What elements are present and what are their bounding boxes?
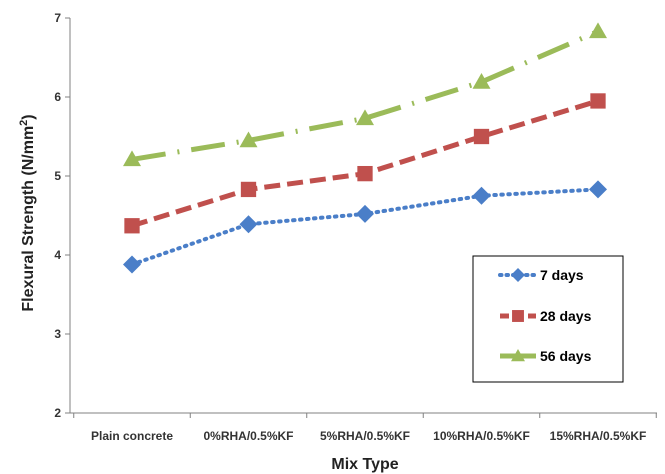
data-point [589,22,607,39]
y-tick-label: 2 [54,406,61,420]
y-tick-label: 6 [54,90,61,104]
y-tick-label: 4 [54,248,61,262]
legend-label: 7 days [540,267,584,283]
series-line [130,187,600,267]
y-tick-label: 3 [54,327,61,341]
legend-swatch-marker [511,268,525,282]
series-line [131,29,599,162]
data-point [357,165,373,182]
data-point [590,93,606,109]
legend-swatch-marker [512,310,524,322]
series-7-days [123,180,607,274]
data-point [472,72,491,89]
y-tick-label: 7 [54,11,61,25]
x-tick-label: 15%RHA/0.5%KF [550,429,647,443]
legend-item: 7 days [498,267,584,283]
data-point [473,128,490,145]
data-point [124,218,140,234]
x-tick-label: Plain concrete [91,429,173,443]
legend: 7 days 28 days 56 days [472,255,624,383]
x-axis-title: Mix Type [331,456,398,473]
x-tick-label: 10%RHA/0.5%KF [433,429,530,443]
legend-item: 56 days [500,348,592,364]
data-point [240,181,257,198]
y-tick-label: 5 [54,169,61,183]
axes: 2 3 4 5 6 7 Plain concrete 0%RHA/0.5%KF 5%RHA/0.… [54,11,657,443]
data-point [356,109,374,126]
legend-label: 28 days [540,308,592,324]
series-56-days [123,22,607,167]
data-point [239,131,258,148]
data-point [123,150,141,167]
x-tick-label: 5%RHA/0.5%KF [320,429,410,443]
series-28-days [124,93,606,234]
data-point [472,186,491,205]
series-layer [123,22,607,274]
data-point [356,204,374,223]
x-tick-label: 0%RHA/0.5%KF [203,429,293,443]
legend-swatch-marker [511,349,525,362]
legend-box [472,255,624,383]
y-axis-title: Flexural Strength (N/mm2) [18,114,37,311]
legend-item: 28 days [500,308,592,324]
data-point [239,215,258,234]
data-point [123,255,141,274]
legend-label: 56 days [540,348,592,364]
data-point [589,180,607,199]
